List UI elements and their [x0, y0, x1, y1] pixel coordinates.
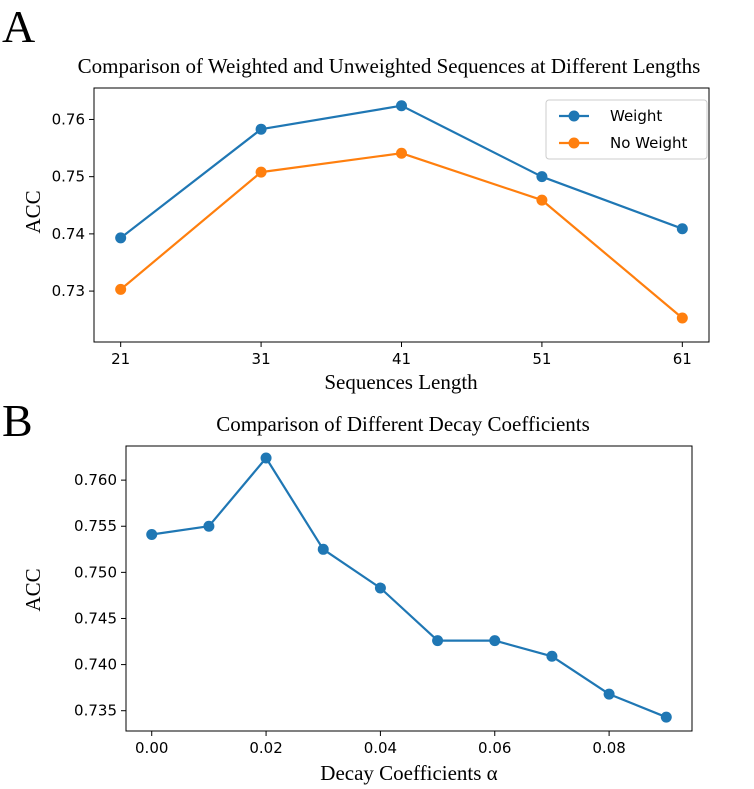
legend-no-weight-label: No Weight [610, 134, 688, 152]
data-point [676, 223, 688, 235]
y-tick-label: 0.760 [74, 471, 117, 489]
data-point [374, 582, 386, 594]
legend-weight-marker [568, 110, 580, 122]
y-tick-label: 0.755 [74, 517, 117, 535]
data-point [115, 283, 127, 295]
data-point [255, 166, 267, 178]
x-tick-label: 61 [673, 350, 692, 368]
x-tick-label: 51 [532, 350, 551, 368]
legend-frame [545, 99, 708, 160]
data-point [396, 100, 407, 112]
series-no-weight [115, 147, 688, 324]
chart-b-title: Comparison of Different Decay Coefficien… [216, 412, 590, 436]
x-tick-label: 41 [392, 350, 411, 368]
data-point [432, 635, 444, 647]
data-point [317, 543, 329, 555]
chart-b-plot-frame [125, 445, 693, 732]
chart-b-y-axis-title: ACC [21, 568, 45, 611]
legend-no-weight-marker [568, 137, 580, 149]
y-tick-label: 0.74 [52, 225, 85, 243]
chart-a-y-axis: 0.73 0.74 0.75 0.76 [52, 110, 94, 300]
panel-a-letter: A [2, 1, 35, 52]
legend-weight-label: Weight [610, 107, 662, 125]
data-point [536, 171, 548, 183]
y-tick-label: 0.740 [74, 656, 117, 674]
chart-b-y-axis: 0.735 0.740 0.745 0.750 0.755 0.760 [74, 471, 126, 720]
series-weight [115, 100, 688, 244]
x-tick-label: 0.08 [592, 739, 625, 757]
series-acc [146, 452, 672, 723]
data-point [536, 194, 548, 206]
data-point [489, 635, 501, 647]
data-point [676, 312, 688, 324]
data-point [603, 688, 615, 700]
x-tick-label: 0.06 [478, 739, 511, 757]
y-tick-label: 0.750 [74, 563, 117, 581]
chart-a-y-axis-title: ACC [21, 190, 45, 233]
chart-b-x-axis: 0.00 0.02 0.04 0.06 0.08 [135, 731, 626, 757]
x-tick-label: 0.02 [249, 739, 282, 757]
chart-a-series [115, 100, 688, 324]
chart-a-legend: Weight No Weight [545, 99, 708, 160]
y-tick-label: 0.76 [52, 110, 85, 128]
chart-b-x-axis-title: Decay Coefficients α [320, 761, 497, 785]
data-point [203, 520, 215, 532]
x-tick-label: 21 [111, 350, 130, 368]
panel-b-letter: B [2, 395, 33, 446]
chart-a-x-axis-title: Sequences Length [324, 370, 478, 394]
y-tick-label: 0.745 [74, 609, 117, 627]
x-tick-label: 0.04 [364, 739, 397, 757]
y-tick-label: 0.73 [52, 282, 85, 300]
data-point [660, 711, 672, 723]
y-tick-label: 0.75 [52, 168, 85, 186]
data-point [255, 123, 267, 135]
data-point [146, 529, 158, 541]
data-point [396, 147, 407, 159]
x-tick-label: 0.00 [135, 739, 168, 757]
chart-a-title: Comparison of Weighted and Unweighted Se… [78, 54, 701, 78]
data-point [260, 452, 272, 464]
chart-b-series [146, 452, 672, 723]
series-line [119, 152, 684, 319]
data-point [546, 650, 558, 662]
y-tick-label: 0.735 [74, 702, 117, 720]
chart-a-x-axis: 21 31 41 51 61 [111, 342, 692, 368]
series-line [151, 456, 667, 719]
data-point [115, 232, 127, 244]
x-tick-label: 31 [252, 350, 271, 368]
